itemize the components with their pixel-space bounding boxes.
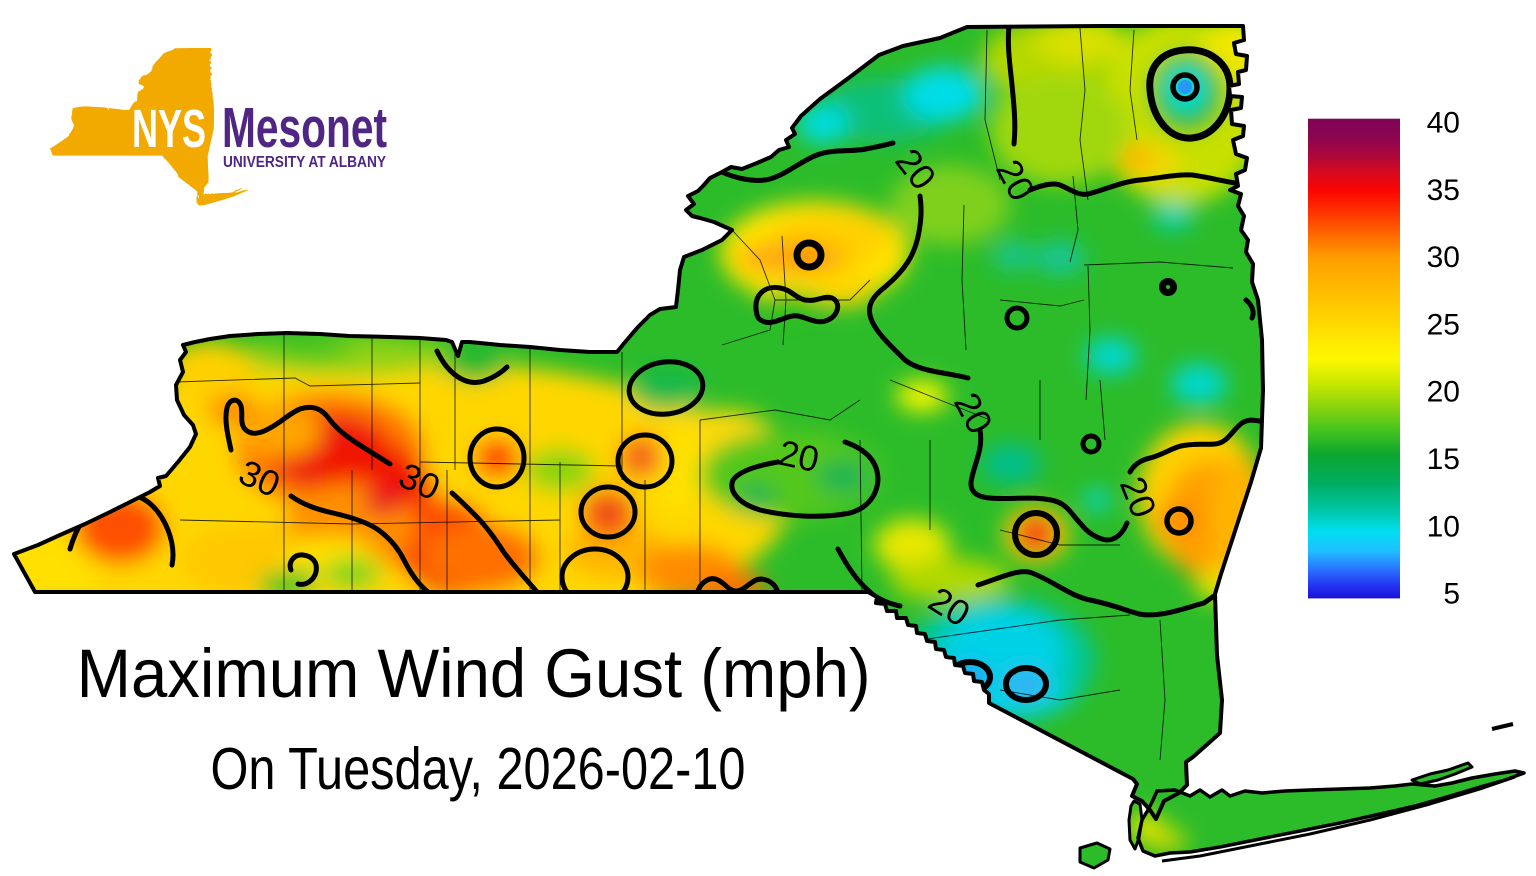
svg-text:Maximum Wind Gust (mph): Maximum Wind Gust (mph): [77, 635, 871, 712]
svg-text:Mesonet: Mesonet: [222, 96, 387, 160]
svg-text:NYS: NYS: [132, 99, 206, 159]
svg-text:35: 35: [1427, 174, 1460, 207]
svg-text:30: 30: [1427, 241, 1460, 274]
svg-text:25: 25: [1427, 308, 1460, 341]
svg-text:On Tuesday, 2026-02-10: On Tuesday, 2026-02-10: [211, 736, 746, 802]
svg-text:15: 15: [1427, 443, 1460, 476]
svg-text:UNIVERSITY AT ALBANY: UNIVERSITY AT ALBANY: [223, 154, 386, 171]
svg-text:5: 5: [1443, 578, 1460, 611]
svg-text:20: 20: [1427, 376, 1460, 409]
svg-text:40: 40: [1427, 107, 1460, 140]
svg-text:10: 10: [1427, 510, 1460, 543]
svg-text:20: 20: [775, 432, 823, 480]
